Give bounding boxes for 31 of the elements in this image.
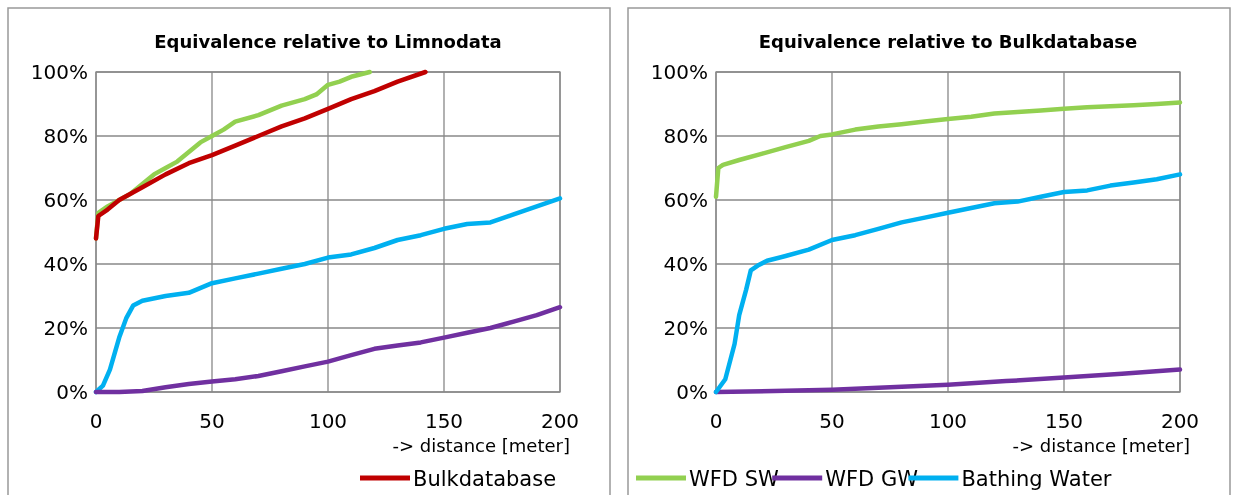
x-axis-title: -> distance [meter] xyxy=(392,435,570,456)
y-tick-label: 60% xyxy=(43,188,88,212)
x-tick-label: 0 xyxy=(89,409,103,433)
x-axis-title: -> distance [meter] xyxy=(1012,435,1190,456)
y-tick-label: 20% xyxy=(43,316,88,340)
y-tick-label: 100% xyxy=(650,60,708,84)
x-tick-label: 100 xyxy=(308,409,348,433)
line-series xyxy=(713,100,1183,200)
chart-title: Equivalence relative to Bulkdatabase xyxy=(758,31,1138,52)
y-tick-label: 80% xyxy=(43,124,88,148)
x-tick-label: 150 xyxy=(1044,409,1084,433)
y-tick-label: 20% xyxy=(663,316,708,340)
x-tick-label: 50 xyxy=(819,409,845,433)
legend-label: Bathing Water xyxy=(961,467,1112,491)
x-tick-label: 0 xyxy=(709,409,723,433)
x-tick-label: 100 xyxy=(928,409,968,433)
x-tick-label: 200 xyxy=(540,409,580,433)
x-tick-label: 150 xyxy=(424,409,464,433)
y-tick-label: 100% xyxy=(30,60,88,84)
y-tick-label: 60% xyxy=(663,188,708,212)
line-series xyxy=(93,69,428,241)
x-tick-label: 50 xyxy=(199,409,225,433)
y-tick-label: 40% xyxy=(663,252,708,276)
x-tick-label: 200 xyxy=(1160,409,1200,433)
legend-label: WFD SW xyxy=(689,467,780,491)
y-tick-label: 40% xyxy=(43,252,88,276)
y-tick-label: 0% xyxy=(56,380,88,404)
chart-title: Equivalence relative to Limnodata xyxy=(154,31,502,52)
y-tick-label: 0% xyxy=(676,380,708,404)
y-tick-label: 80% xyxy=(663,124,708,148)
legend-label: Bulkdatabase xyxy=(413,467,557,491)
